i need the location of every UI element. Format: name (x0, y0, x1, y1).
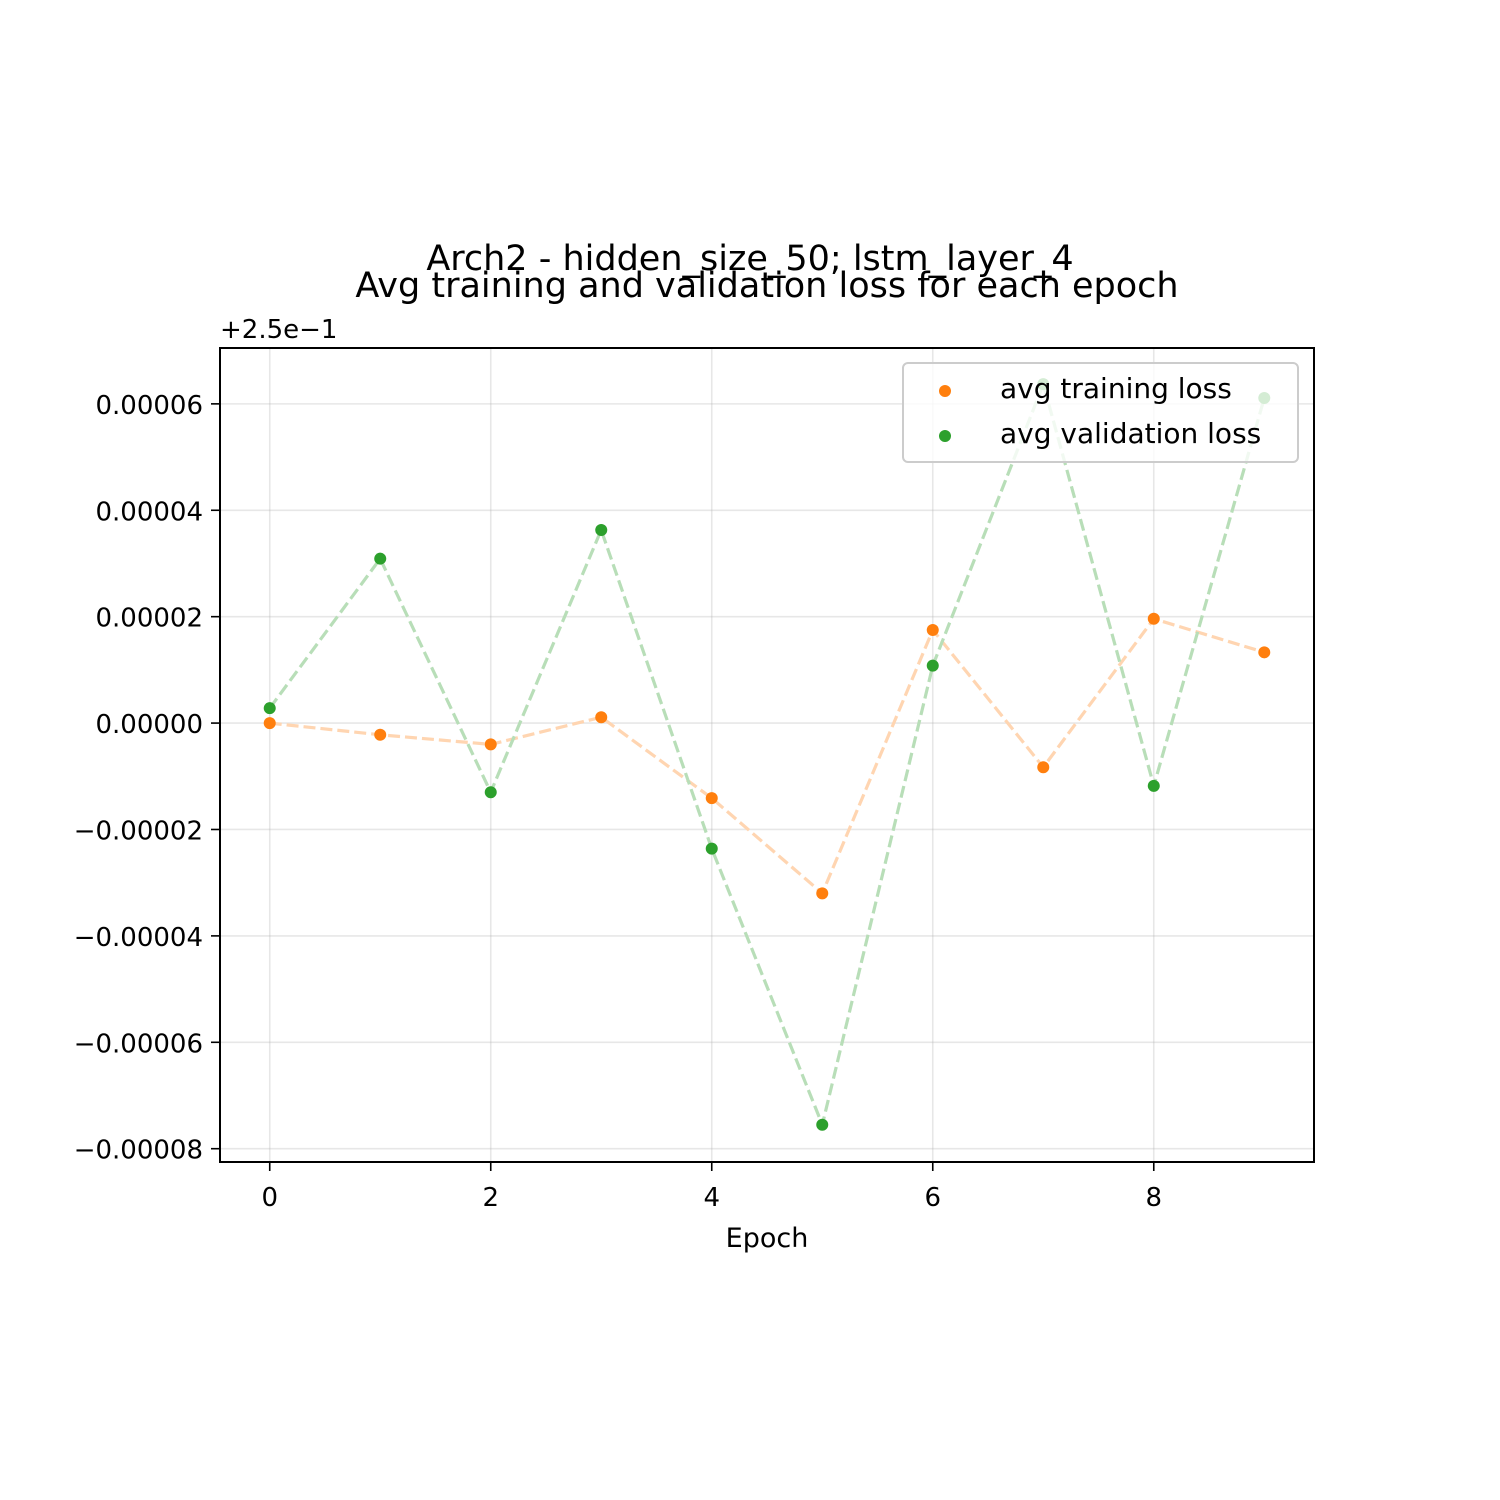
y-tick-label-2: −0.00004 (74, 923, 203, 953)
x-tick-label-4: 8 (1145, 1183, 1162, 1213)
series-1-point-0 (263, 702, 276, 715)
x-tick-label-2: 4 (703, 1183, 720, 1213)
series-0-point-2 (484, 738, 497, 751)
y-axis-ticks: −0.00008 −0.00006 −0.00004 −0.00002 0.00000 0… (74, 391, 220, 1166)
y-tick-label-1: −0.00006 (74, 1029, 203, 1059)
y-tick-label-7: 0.00006 (95, 391, 203, 421)
y-tick-label-5: 0.00002 (95, 604, 203, 634)
legend-label-training: avg training loss (1000, 372, 1232, 405)
series-0-point-6 (926, 623, 939, 636)
x-axis-label: Epoch (726, 1223, 809, 1254)
grid-lines (220, 348, 1314, 1162)
series-0-point-1 (374, 728, 387, 741)
series-lines (268, 379, 1266, 1131)
series-0-point-9 (1258, 646, 1271, 659)
series-0-point-3 (595, 711, 608, 724)
x-tick-label-3: 6 (924, 1183, 941, 1213)
y-tick-label-3: −0.00002 (74, 816, 203, 846)
chart-title-line1: Arch2 - hidden_size_50; lstm_layer_4 (426, 239, 1073, 279)
series-line-1 (268, 379, 1266, 1131)
x-tick-label-1: 2 (482, 1183, 499, 1213)
chart-title-line2: Avg training and validation loss for eac… (355, 266, 1178, 306)
series-0-point-0 (263, 717, 276, 730)
legend-box (902, 362, 1299, 463)
series-1-point-6 (926, 659, 939, 672)
series-0-point-4 (705, 792, 718, 805)
x-axis-ticks: 0 2 4 6 8 (261, 1162, 1162, 1213)
series-1-point-8 (1147, 779, 1160, 792)
y-tick-label-6: 0.00004 (95, 497, 203, 527)
series-0-point-8 (1147, 612, 1160, 625)
series-line-0 (269, 616, 1265, 896)
series-1-point-2 (484, 786, 497, 799)
series-1-point-5 (816, 1118, 829, 1131)
legend-marker-validation (939, 430, 951, 442)
plot-area-frame (219, 347, 1315, 1163)
series-points (263, 378, 1271, 1131)
legend: avg training loss avg validation loss (902, 362, 1299, 463)
y-axis-offset-label: +2.5e−1 (220, 315, 337, 345)
legend-marker-training (939, 385, 951, 397)
legend-label-validation: avg validation loss (1000, 417, 1261, 450)
series-1-point-4 (705, 842, 718, 855)
y-tick-label-4: 0.00000 (95, 710, 203, 740)
series-1-point-3 (595, 523, 608, 536)
series-0-point-5 (816, 887, 829, 900)
x-tick-label-0: 0 (261, 1183, 278, 1213)
y-tick-label-0: −0.00008 (74, 1136, 203, 1166)
series-0-point-7 (1037, 761, 1050, 774)
series-1-point-1 (374, 552, 387, 565)
